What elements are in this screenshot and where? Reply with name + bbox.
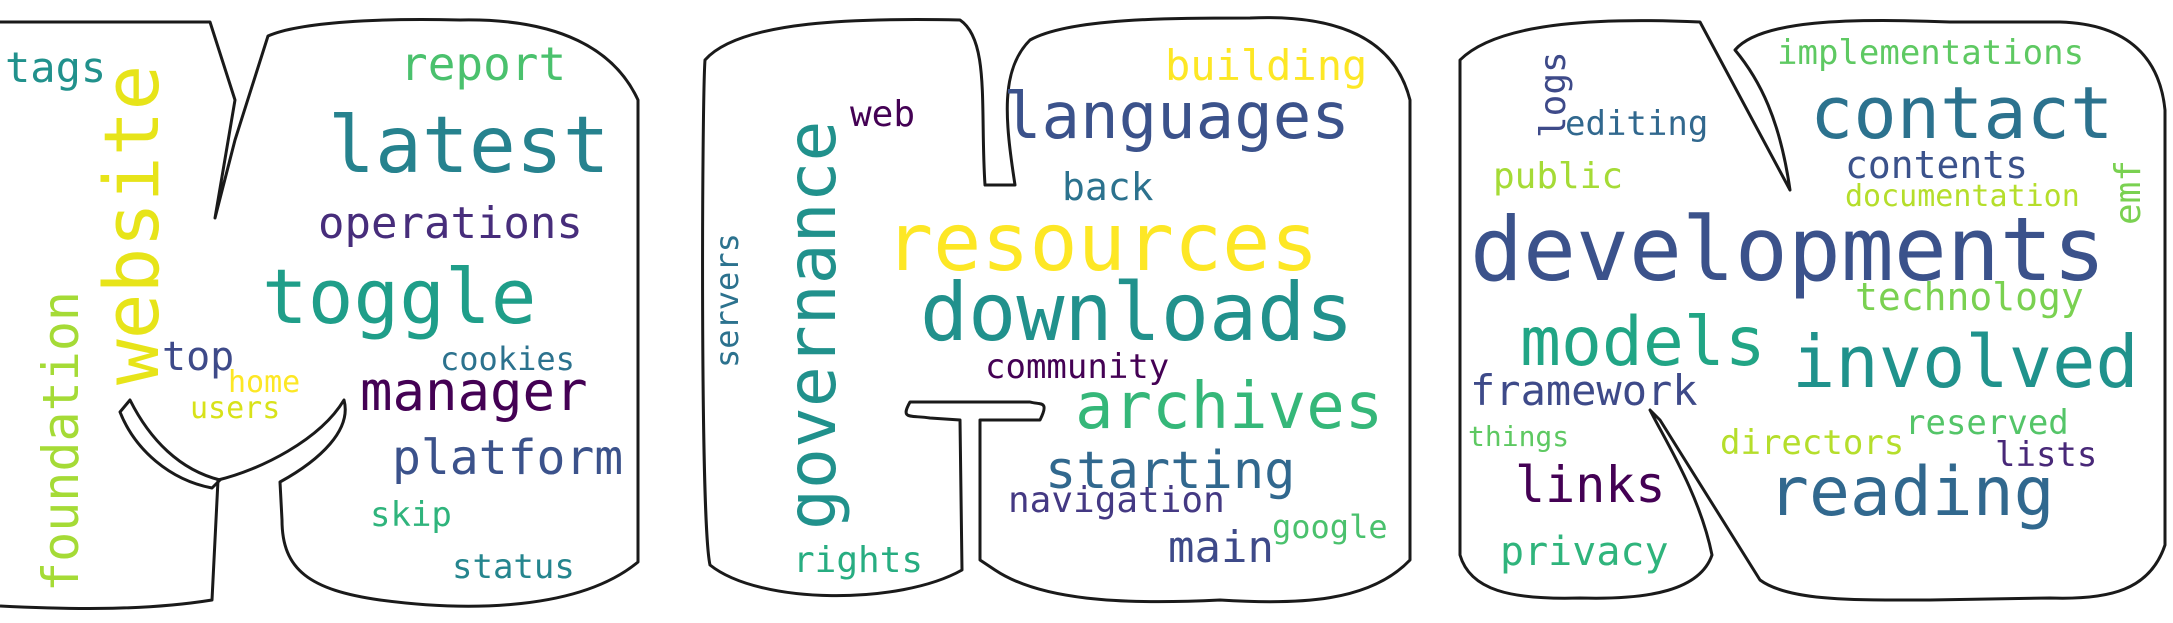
word-archives: archives <box>1075 370 1383 444</box>
word-implementations: implementations <box>1777 33 2084 73</box>
word-status: status <box>452 547 575 587</box>
letter-k-notch <box>118 398 222 490</box>
word-technology: technology <box>1855 275 2084 319</box>
word-logs: logs <box>1533 51 1574 138</box>
word-involved: involved <box>1792 320 2139 404</box>
word-things: things <box>1468 420 1569 453</box>
word-contact: contact <box>1810 71 2113 155</box>
word-models: models <box>1520 303 1766 382</box>
word-manager: manager <box>360 360 588 423</box>
word-lists: lists <box>1995 435 2097 475</box>
word-developments: developments <box>1470 198 2106 301</box>
word-emf: emf <box>2108 160 2149 225</box>
word-building: building <box>1165 41 1367 90</box>
word-tags: tags <box>5 43 106 92</box>
word-toggle: toggle <box>262 252 537 341</box>
word-framework: framework <box>1470 366 1698 415</box>
word-public: public <box>1493 156 1623 197</box>
word-report: report <box>400 37 566 91</box>
word-rights: rights <box>793 540 923 581</box>
word-directors: directors <box>1720 423 1904 463</box>
word-website: website <box>87 65 176 385</box>
word-downloads: downloads <box>920 266 1353 359</box>
word-documentation: documentation <box>1845 179 2080 214</box>
word-group: tags website report latest operations to… <box>5 33 2149 592</box>
word-web: web <box>850 94 915 135</box>
word-cookies: cookies <box>440 340 575 378</box>
word-starting: starting <box>1045 441 1295 501</box>
word-home: home <box>228 365 300 400</box>
word-resources: resources <box>885 196 1318 289</box>
word-google: google <box>1272 508 1388 546</box>
word-operations: operations <box>318 198 583 249</box>
word-governance: governance <box>773 121 852 530</box>
word-links: links <box>1515 456 1666 514</box>
word-platform: platform <box>392 430 623 486</box>
word-reserved: reserved <box>1905 403 2069 443</box>
word-users: users <box>190 391 280 426</box>
word-community: community <box>985 347 1169 387</box>
word-privacy: privacy <box>1500 529 1669 575</box>
word-navigation: navigation <box>1008 480 1225 521</box>
letter-g-outline <box>701 16 1412 604</box>
word-foundation: foundation <box>32 291 90 592</box>
word-latest: latest <box>328 101 610 191</box>
letter-k-outline <box>0 18 640 610</box>
word-reading: reading <box>1768 453 2055 532</box>
word-main: main <box>1168 522 1274 573</box>
letter-n-outline <box>1458 18 2167 602</box>
letter-outlines <box>0 16 2167 610</box>
word-skip: skip <box>370 495 452 535</box>
word-editing: editing <box>1565 104 1708 144</box>
word-contents: contents <box>1845 143 2028 187</box>
word-servers: servers <box>708 233 746 368</box>
word-languages: languages <box>1003 80 1350 154</box>
word-top: top <box>162 334 234 380</box>
word-back: back <box>1062 165 1154 209</box>
